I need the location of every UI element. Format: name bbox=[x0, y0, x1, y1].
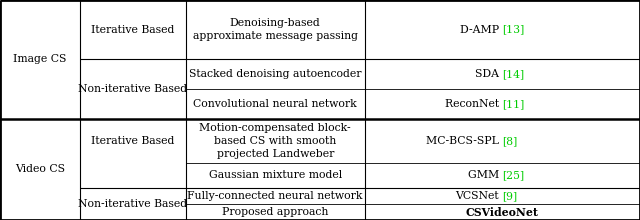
Text: SDA: SDA bbox=[475, 69, 502, 79]
Text: Stacked denoising autoencoder: Stacked denoising autoencoder bbox=[189, 69, 362, 79]
Text: Convolutional neural network: Convolutional neural network bbox=[193, 99, 357, 109]
Text: Motion-compensated block-
based CS with smooth
projected Landweber: Motion-compensated block- based CS with … bbox=[200, 123, 351, 159]
Text: [14]: [14] bbox=[502, 69, 525, 79]
Text: Non-iterative Based: Non-iterative Based bbox=[78, 199, 188, 209]
Text: Gaussian mixture model: Gaussian mixture model bbox=[209, 170, 342, 180]
Text: Iterative Based: Iterative Based bbox=[91, 25, 175, 35]
Text: [8]: [8] bbox=[502, 136, 518, 146]
Text: [25]: [25] bbox=[502, 170, 525, 180]
Text: Video CS: Video CS bbox=[15, 164, 65, 174]
Text: Iterative Based: Iterative Based bbox=[91, 136, 175, 146]
Text: Fully-connected neural network: Fully-connected neural network bbox=[188, 191, 363, 201]
Text: [11]: [11] bbox=[502, 99, 525, 109]
Text: CSVideoNet: CSVideoNet bbox=[466, 207, 539, 218]
Text: Non-iterative Based: Non-iterative Based bbox=[78, 84, 188, 94]
Text: Image CS: Image CS bbox=[13, 54, 67, 64]
Text: [13]: [13] bbox=[502, 25, 525, 35]
Text: [9]: [9] bbox=[502, 191, 518, 201]
Text: Proposed approach: Proposed approach bbox=[222, 207, 328, 217]
Text: Denoising-based
approximate message passing: Denoising-based approximate message pass… bbox=[193, 18, 358, 41]
Text: D-AMP: D-AMP bbox=[460, 25, 502, 35]
Text: MC-BCS-SPL: MC-BCS-SPL bbox=[426, 136, 502, 146]
Text: GMM: GMM bbox=[468, 170, 502, 180]
Text: VCSNet: VCSNet bbox=[455, 191, 502, 201]
Text: ReconNet: ReconNet bbox=[445, 99, 502, 109]
